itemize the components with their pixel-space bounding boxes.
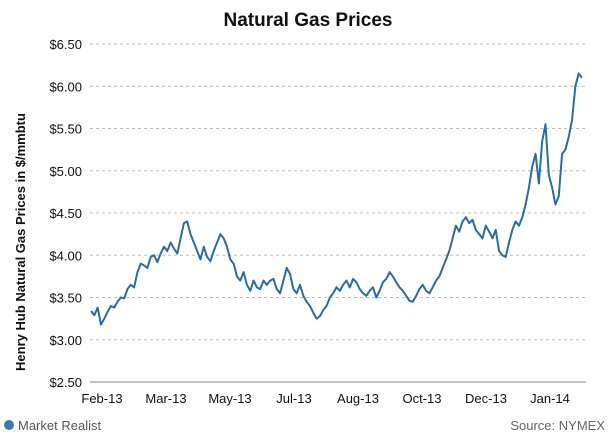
x-tick-label: Oct-13 [402, 391, 441, 406]
y-tick-label: $2.50 [49, 375, 82, 390]
x-tick-label: Mar-13 [145, 391, 186, 406]
x-tick-labels: Feb-13 Mar-13 May-13 Jul-13 Aug-13 Oct-13 Dec-… [81, 391, 569, 406]
logo-text: Market Realist [18, 418, 101, 433]
market-realist-logo: Market Realist [4, 418, 101, 433]
x-tick-label: Aug-13 [337, 391, 379, 406]
y-tick-label: $5.00 [49, 164, 82, 179]
x-tick-label: Feb-13 [81, 391, 122, 406]
y-tick-label: $4.50 [49, 206, 82, 221]
y-tick-label: $5.50 [49, 122, 82, 137]
x-tick-label: Jul-13 [276, 391, 311, 406]
x-tick-label: Jan-14 [530, 391, 570, 406]
y-tick-label: $6.50 [49, 37, 82, 52]
series-line [90, 72, 583, 326]
y-tick-label: $3.50 [49, 291, 82, 306]
gridlines [90, 43, 586, 341]
y-tick-label: $6.00 [49, 79, 82, 94]
y-tick-label: $3.00 [49, 333, 82, 348]
chart-title: Natural Gas Prices [224, 10, 393, 31]
x-tick-label: Dec-13 [465, 391, 507, 406]
y-axis-label: Henry Hub Natural Gas Prices in $/mmbtu [13, 113, 28, 371]
x-tick-label: May-13 [208, 391, 251, 406]
source-note: Source: NYMEX [510, 418, 605, 433]
y-tick-labels: $2.50 $3.00 $3.50 $4.00 $4.50 $5.00 $5.50 $6.00… [49, 37, 82, 390]
y-tick-label: $4.00 [49, 248, 82, 263]
